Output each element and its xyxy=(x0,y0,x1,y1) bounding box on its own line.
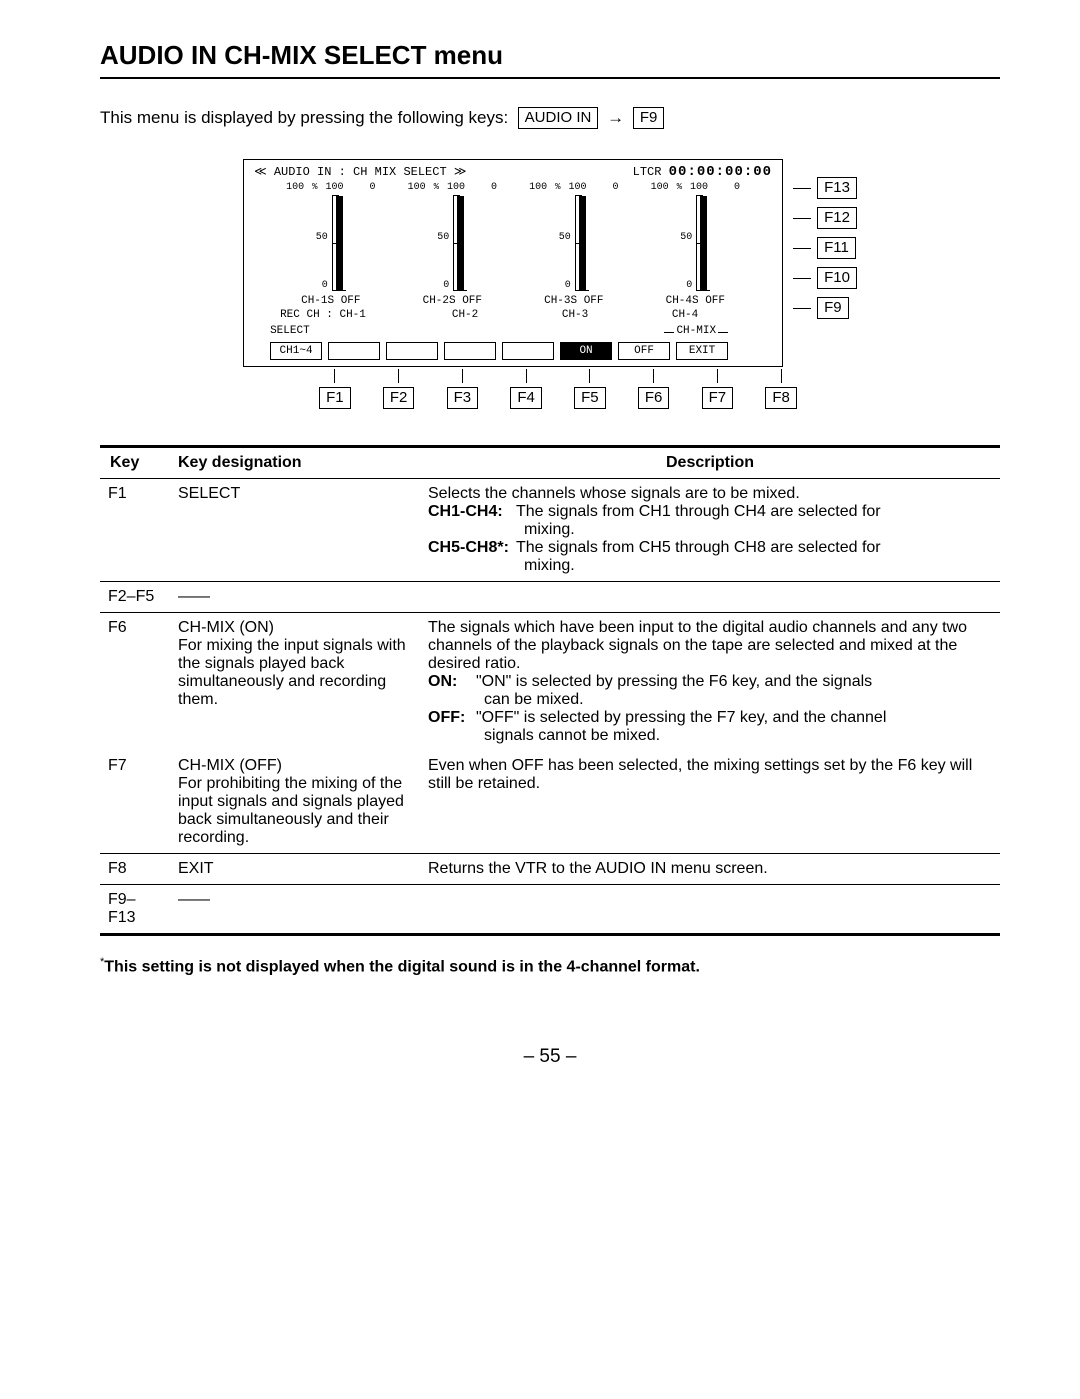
cell-description xyxy=(420,582,1000,613)
screen-button-ch1-4: CH1~4 xyxy=(270,342,322,360)
intro-text: This menu is displayed by pressing the f… xyxy=(100,108,508,127)
bottom-label-f8: F8 xyxy=(752,369,810,409)
cell-designation: CH-MIX (OFF)For prohibiting the mixing o… xyxy=(170,751,420,854)
bottom-label-f6: F6 xyxy=(625,369,683,409)
side-label-f11: F11 xyxy=(793,237,857,259)
screen-button-empty xyxy=(328,342,380,360)
screen-button-empty xyxy=(444,342,496,360)
menu-diagram: ≪ AUDIO IN : CH MIX SELECT ≫ LTCR 00:00:… xyxy=(100,159,1000,409)
cell-key: F7 xyxy=(100,751,170,854)
bars-row: 100%1000500CH-1S OFF100%1000500CH-2S OFF… xyxy=(244,182,782,309)
table-row: F7CH-MIX (OFF)For prohibiting the mixing… xyxy=(100,751,1000,854)
screen-button-empty xyxy=(386,342,438,360)
bottom-label-f1: F1 xyxy=(306,369,364,409)
bar-col-1: 100%1000500CH-1S OFF xyxy=(276,182,386,307)
screen-button-on: ON xyxy=(560,342,612,360)
table-row: F2–F5—— xyxy=(100,582,1000,613)
cell-designation: CH-MIX (ON)For mixing the input signals … xyxy=(170,613,420,752)
cell-description: Returns the VTR to the AUDIO IN menu scr… xyxy=(420,854,1000,885)
screen-box: ≪ AUDIO IN : CH MIX SELECT ≫ LTCR 00:00:… xyxy=(243,159,783,367)
nav-key-audio-in: AUDIO IN xyxy=(518,107,599,129)
chmix-group-label: CH-MIX xyxy=(676,325,716,337)
rec-channel-row: REC CH : CH-1CH-2CH-3CH-4 xyxy=(244,309,782,325)
key-description-table: Key Key designation Description F1SELECT… xyxy=(100,445,1000,936)
screen-button-off: OFF xyxy=(618,342,670,360)
cell-designation: SELECT xyxy=(170,479,420,582)
bottom-label-f4: F4 xyxy=(497,369,555,409)
cell-key: F1 xyxy=(100,479,170,582)
bottom-label-f3: F3 xyxy=(433,369,491,409)
cell-designation: EXIT xyxy=(170,854,420,885)
bottom-label-f5: F5 xyxy=(561,369,619,409)
cell-description: The signals which have been input to the… xyxy=(420,613,1000,752)
cell-description: Selects the channels whose signals are t… xyxy=(420,479,1000,582)
footnote-text: This setting is not displayed when the d… xyxy=(104,958,700,975)
screen-button-empty xyxy=(502,342,554,360)
cell-designation: —— xyxy=(170,885,420,935)
nav-key-f9: F9 xyxy=(633,107,665,129)
cell-designation: —— xyxy=(170,582,420,613)
side-label-f9: F9 xyxy=(793,297,857,319)
table-row: F1SELECTSelects the channels whose signa… xyxy=(100,479,1000,582)
screen-title: ≪ AUDIO IN : CH MIX SELECT ≫ xyxy=(254,164,466,180)
ltcr-label: LTCR xyxy=(633,165,662,179)
side-label-f10: F10 xyxy=(793,267,857,289)
ltcr-value: 00:00:00:00 xyxy=(669,164,772,180)
side-label-f13: F13 xyxy=(793,177,857,199)
col-header-designation: Key designation xyxy=(170,447,420,479)
cell-key: F9–F13 xyxy=(100,885,170,935)
side-label-f12: F12 xyxy=(793,207,857,229)
bottom-fkey-labels: F1F2F3F4F5F6F7F8 xyxy=(280,369,820,409)
cell-key: F2–F5 xyxy=(100,582,170,613)
table-row: F9–F13—— xyxy=(100,885,1000,935)
table-row: F6CH-MIX (ON)For mixing the input signal… xyxy=(100,613,1000,752)
page-number: – 55 – xyxy=(100,1046,1000,1068)
cell-key: F6 xyxy=(100,613,170,752)
cell-description xyxy=(420,885,1000,935)
cell-description: Even when OFF has been selected, the mix… xyxy=(420,751,1000,854)
screen-button-exit: EXIT xyxy=(676,342,728,360)
bar-col-4: 100%1000500CH-4S OFF xyxy=(640,182,750,307)
bottom-label-f7: F7 xyxy=(688,369,746,409)
side-fkey-labels: F13 F12 F11 F10 F9 xyxy=(793,159,857,319)
cell-key: F8 xyxy=(100,854,170,885)
select-label: SELECT xyxy=(270,325,310,337)
page-title: AUDIO IN CH-MIX SELECT menu xyxy=(100,40,1000,79)
col-header-key: Key xyxy=(100,447,170,479)
bar-col-3: 100%1000500CH-3S OFF xyxy=(519,182,629,307)
bottom-label-f2: F2 xyxy=(370,369,428,409)
screen-button-row: CH1~4 ON OFF EXIT xyxy=(244,339,782,366)
col-header-description: Description xyxy=(420,447,1000,479)
footnote: *This setting is not displayed when the … xyxy=(100,956,1000,976)
menu-access-instruction: This menu is displayed by pressing the f… xyxy=(100,107,1000,129)
table-row: F8EXITReturns the VTR to the AUDIO IN me… xyxy=(100,854,1000,885)
bar-col-2: 100%1000500CH-2S OFF xyxy=(397,182,507,307)
arrow-icon: → xyxy=(607,108,624,127)
